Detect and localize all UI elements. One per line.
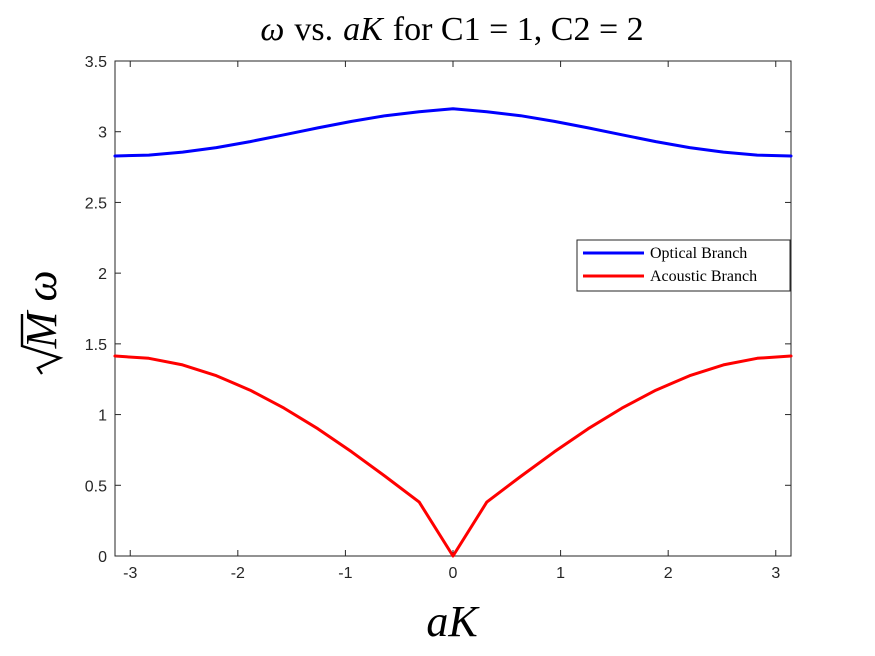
legend-box bbox=[576, 239, 791, 292]
y-tick-label: 2 bbox=[98, 266, 107, 283]
y-tick-label: 0 bbox=[98, 549, 107, 566]
y-tick-label: 0.5 bbox=[85, 478, 107, 495]
y-label-radical-sign bbox=[20, 314, 64, 375]
x-tick-label: 2 bbox=[664, 565, 673, 582]
series-layer bbox=[113, 107, 793, 558]
x-tick-label: -2 bbox=[231, 565, 245, 582]
legend: Optical Branch Acoustic Branch bbox=[576, 239, 791, 292]
y-tick-label: 1.5 bbox=[85, 337, 107, 354]
y-tick-label: 3.5 bbox=[85, 54, 107, 71]
y-tick-label: 3 bbox=[98, 125, 107, 142]
series-line-optical bbox=[113, 107, 793, 158]
x-tick-label: 1 bbox=[556, 565, 565, 582]
x-axis-label: aK bbox=[426, 597, 480, 646]
chart-title: ω vs. aK for C1 = 1, C2 = 2 bbox=[260, 11, 643, 48]
y-axis-label: M ω bbox=[17, 270, 66, 375]
plot-area bbox=[114, 60, 792, 557]
legend-label-acoustic: Acoustic Branch bbox=[650, 268, 757, 285]
title-suffix: for C1 = 1, C2 = 2 bbox=[393, 11, 644, 48]
y-label-omega: ω bbox=[17, 270, 66, 301]
x-tick-label: 3 bbox=[771, 565, 780, 582]
x-tick-label: -3 bbox=[123, 565, 137, 582]
title-var: aK bbox=[343, 11, 385, 48]
x-tick-label: -1 bbox=[338, 565, 352, 582]
y-ticks: 0 0.5 1 1.5 2 2.5 3 3.5 bbox=[85, 54, 791, 566]
legend-label-optical: Optical Branch bbox=[650, 245, 747, 262]
series-line-acoustic bbox=[113, 354, 793, 558]
y-tick-label: 2.5 bbox=[85, 195, 107, 212]
x-tick-label: 0 bbox=[449, 565, 458, 582]
y-label-radicand: M bbox=[17, 309, 66, 349]
title-omega: ω bbox=[260, 11, 284, 48]
title-vs: vs. bbox=[294, 11, 333, 48]
y-tick-label: 1 bbox=[98, 408, 107, 425]
